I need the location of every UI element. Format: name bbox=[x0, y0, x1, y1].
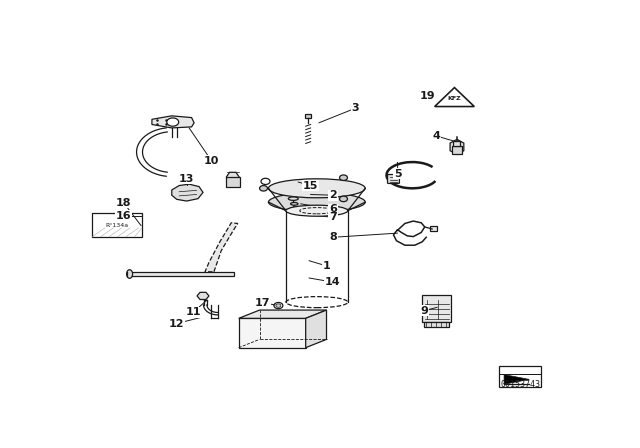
Text: 16: 16 bbox=[116, 211, 131, 221]
Polygon shape bbox=[205, 223, 237, 272]
Ellipse shape bbox=[286, 205, 348, 216]
Polygon shape bbox=[227, 172, 239, 182]
Circle shape bbox=[340, 175, 348, 181]
Text: 17: 17 bbox=[255, 298, 270, 308]
Bar bbox=[452, 146, 462, 154]
Text: 18: 18 bbox=[116, 198, 131, 208]
Polygon shape bbox=[239, 310, 326, 319]
Text: R°134a: R°134a bbox=[106, 223, 129, 228]
Circle shape bbox=[261, 178, 270, 185]
Bar bbox=[429, 226, 437, 232]
Polygon shape bbox=[239, 319, 306, 348]
Bar bbox=[227, 177, 240, 186]
Ellipse shape bbox=[269, 193, 365, 211]
Text: 00153743: 00153743 bbox=[500, 380, 540, 389]
Bar bbox=[454, 141, 460, 146]
Polygon shape bbox=[197, 293, 209, 300]
Ellipse shape bbox=[291, 202, 298, 205]
Circle shape bbox=[274, 302, 283, 309]
Bar bbox=[422, 295, 451, 322]
Bar bbox=[424, 322, 449, 327]
Text: 12: 12 bbox=[169, 319, 184, 328]
Circle shape bbox=[276, 304, 281, 307]
Text: 8: 8 bbox=[329, 232, 337, 242]
Ellipse shape bbox=[127, 270, 132, 278]
Text: 14: 14 bbox=[325, 277, 340, 287]
Polygon shape bbox=[504, 375, 529, 384]
Text: 4: 4 bbox=[432, 131, 440, 141]
Text: 19: 19 bbox=[419, 91, 435, 101]
Text: 11: 11 bbox=[186, 307, 201, 318]
Text: 13: 13 bbox=[179, 174, 195, 184]
Bar bbox=[127, 272, 234, 276]
Bar bbox=[499, 366, 541, 387]
Text: 2: 2 bbox=[329, 190, 337, 200]
Text: 6: 6 bbox=[329, 204, 337, 214]
Text: 7: 7 bbox=[329, 212, 337, 222]
Bar bbox=[305, 114, 311, 117]
Polygon shape bbox=[435, 87, 474, 107]
Bar bbox=[92, 213, 142, 237]
Text: 15: 15 bbox=[303, 181, 318, 190]
Text: 5: 5 bbox=[394, 169, 402, 179]
Text: 9: 9 bbox=[420, 306, 428, 316]
Text: 10: 10 bbox=[204, 156, 219, 166]
Text: 1: 1 bbox=[323, 261, 330, 271]
Text: 3: 3 bbox=[351, 103, 359, 113]
Polygon shape bbox=[306, 310, 326, 348]
FancyBboxPatch shape bbox=[388, 174, 399, 184]
Circle shape bbox=[260, 185, 268, 191]
Ellipse shape bbox=[269, 179, 365, 198]
Circle shape bbox=[340, 196, 348, 202]
Ellipse shape bbox=[288, 197, 298, 200]
Polygon shape bbox=[450, 139, 464, 155]
Circle shape bbox=[167, 118, 179, 126]
Polygon shape bbox=[152, 116, 194, 128]
Text: KFZ: KFZ bbox=[447, 96, 461, 101]
Polygon shape bbox=[172, 184, 203, 201]
